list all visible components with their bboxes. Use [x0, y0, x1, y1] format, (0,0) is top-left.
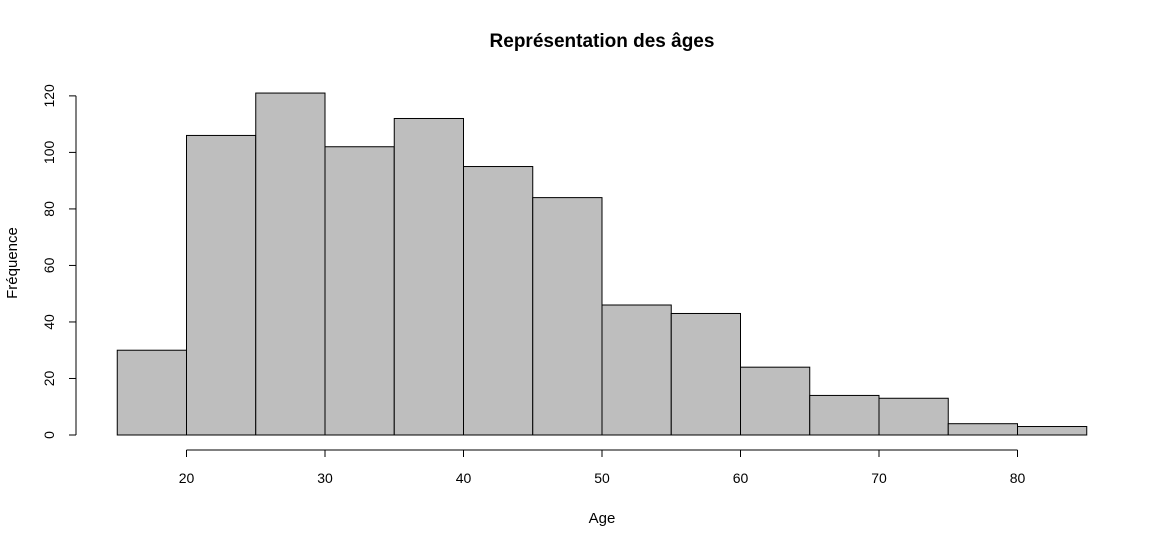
- y-axis: 0 20 40 60 80 100 120: [41, 84, 77, 439]
- x-tick-label: 50: [594, 470, 610, 486]
- bars-group: [116, 92, 1088, 436]
- x-axis-label: Age: [589, 510, 616, 527]
- chart-title: Représentation des âges: [490, 31, 715, 52]
- x-tick-label: 80: [1010, 470, 1026, 486]
- x-tick-label: 70: [871, 470, 887, 486]
- x-tick-label: 30: [317, 470, 333, 486]
- x-tick-label: 60: [733, 470, 749, 486]
- histogram-bar: [463, 166, 534, 436]
- y-tick-label: 0: [41, 431, 57, 439]
- histogram-bar: [947, 423, 1018, 436]
- y-tick-label: 100: [41, 141, 57, 165]
- x-tick-label: 20: [179, 470, 195, 486]
- x-axis: 20 30 40 50 60 70 80: [179, 449, 1026, 486]
- y-tick-label: 120: [41, 84, 57, 108]
- histogram-bar: [532, 197, 603, 436]
- histogram-bar: [809, 394, 880, 436]
- histogram-bar: [116, 349, 187, 436]
- y-tick-label: 20: [41, 370, 57, 386]
- x-tick-label: 40: [456, 470, 472, 486]
- histogram-bar: [601, 304, 672, 436]
- histogram-bar: [670, 312, 741, 436]
- histogram-bar: [740, 366, 811, 436]
- histogram-bar: [393, 117, 464, 436]
- histogram-bar: [255, 92, 326, 436]
- y-tick-label: 60: [41, 257, 57, 273]
- y-axis-label: Fréquence: [4, 227, 21, 299]
- histogram-bar: [878, 397, 949, 436]
- y-tick-label: 40: [41, 314, 57, 330]
- y-tick-label: 80: [41, 201, 57, 217]
- histogram-bar: [186, 134, 257, 436]
- histogram-bar: [324, 146, 395, 436]
- histogram-bar: [1017, 426, 1088, 436]
